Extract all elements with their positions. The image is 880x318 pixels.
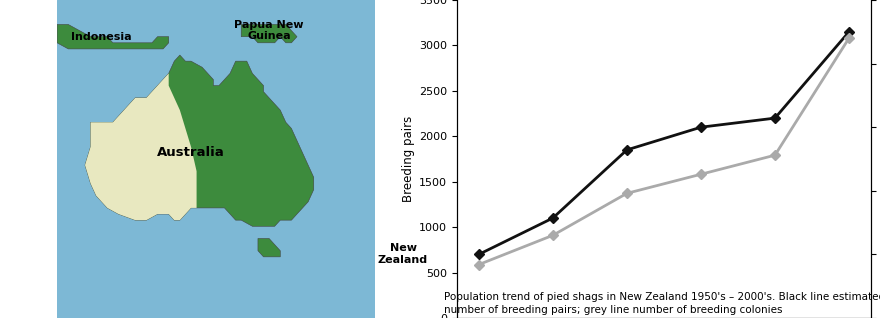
Text: Papua New
Guinea: Papua New Guinea: [234, 20, 304, 41]
Y-axis label: Breeding pairs: Breeding pairs: [401, 116, 414, 202]
Text: Indonesia: Indonesia: [71, 32, 132, 42]
Polygon shape: [241, 24, 297, 43]
Polygon shape: [408, 202, 448, 245]
Polygon shape: [258, 238, 280, 257]
Polygon shape: [57, 24, 169, 49]
Text: New
Zealand: New Zealand: [378, 243, 428, 265]
Polygon shape: [381, 245, 425, 275]
Polygon shape: [85, 55, 314, 226]
Polygon shape: [85, 73, 196, 220]
Text: Australia: Australia: [158, 146, 225, 159]
Text: Population trend of pied shags in New Zealand 1950's – 2000's. Black line estima: Population trend of pied shags in New Ze…: [444, 292, 880, 315]
